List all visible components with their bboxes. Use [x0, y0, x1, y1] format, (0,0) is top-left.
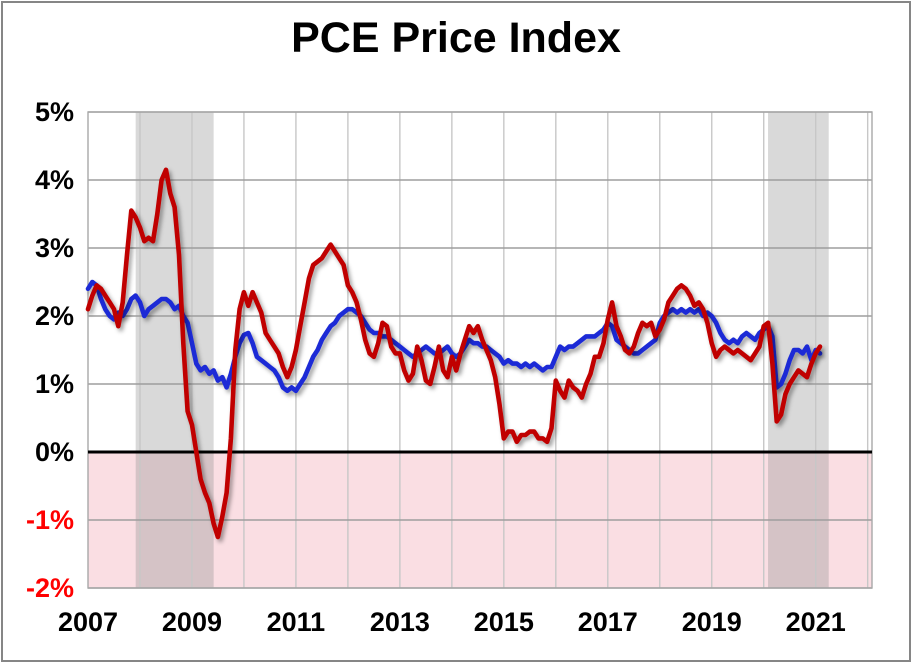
- chart-title: PCE Price Index: [291, 14, 621, 62]
- y-tick-label-neg2pct: -2%: [25, 573, 74, 603]
- y-tick-label-0pct: 0%: [34, 437, 74, 467]
- y-tick-label-neg1pct: -1%: [25, 505, 74, 535]
- x-tick-label-2019: 2019: [681, 607, 742, 637]
- x-tick-label-2017: 2017: [577, 607, 638, 637]
- headline-pce-line: [85, 167, 823, 540]
- y-tick-label-3pct: 3%: [34, 233, 74, 263]
- x-tick-label-2011: 2011: [266, 607, 326, 637]
- plot-border: [87, 111, 873, 589]
- recession-band-2008: [135, 112, 214, 588]
- y-tick-label-4pct: 4%: [34, 165, 74, 195]
- y-tick-label-5pct: 5%: [34, 97, 74, 127]
- x-tick-label-2015: 2015: [473, 607, 534, 637]
- x-tick-label-2021: 2021: [785, 607, 846, 637]
- y-tick-label-1pct: 1%: [34, 369, 74, 399]
- x-tick-label-2013: 2013: [369, 607, 430, 637]
- x-tick-label-2007: 2007: [57, 607, 119, 637]
- y-tick-label-2pct: 2%: [34, 301, 74, 331]
- x-tick-label-2009: 2009: [161, 607, 222, 637]
- core-pce-line: [85, 279, 823, 394]
